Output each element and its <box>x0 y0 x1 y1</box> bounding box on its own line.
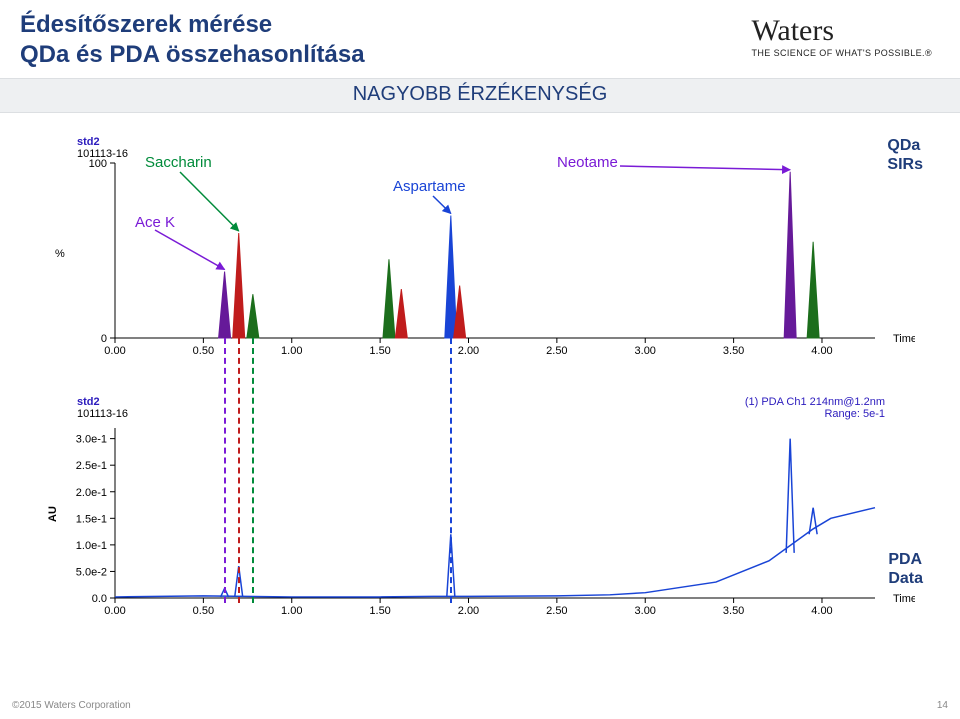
subtitle-band: NAGYOBB ÉRZÉKENYSÉG <box>0 78 960 113</box>
pda-chromatogram: 0.00 0.50 1.00 1.50 2.00 2.50 3.00 3.50 4.00 Time… <box>45 398 915 628</box>
svg-text:1.50: 1.50 <box>369 605 390 617</box>
label-acek: Ace K <box>135 214 175 231</box>
title-line1: Édesítőszerek mérése <box>20 11 272 38</box>
svg-text:2.00: 2.00 <box>458 345 479 357</box>
correlation-dash <box>224 338 226 603</box>
svg-text:3.0e-1: 3.0e-1 <box>76 434 107 446</box>
correlation-dash <box>252 338 254 603</box>
svg-text:2.50: 2.50 <box>546 345 567 357</box>
svg-text:1.0e-1: 1.0e-1 <box>76 540 107 552</box>
copyright-text: ©2015 Waters Corporation <box>12 700 131 711</box>
svg-text:4.00: 4.00 <box>811 345 832 357</box>
svg-text:2.0e-1: 2.0e-1 <box>76 487 107 499</box>
svg-text:0: 0 <box>101 333 107 345</box>
svg-text:4.00: 4.00 <box>811 605 832 617</box>
svg-text:Time: Time <box>893 593 915 605</box>
svg-text:2.00: 2.00 <box>458 605 479 617</box>
waters-logo: Waters THE SCIENCE OF WHAT'S POSSIBLE.® <box>751 14 932 58</box>
svg-text:0.00: 0.00 <box>104 605 125 617</box>
svg-text:1.50: 1.50 <box>369 345 390 357</box>
svg-text:2.5e-1: 2.5e-1 <box>76 460 107 472</box>
slide-footer: ©2015 Waters Corporation 14 <box>12 700 948 711</box>
correlation-dash <box>450 338 452 603</box>
logo-wordmark: Waters <box>751 14 932 48</box>
svg-text:0.0: 0.0 <box>92 593 107 605</box>
svg-text:3.00: 3.00 <box>635 605 656 617</box>
label-aspartame: Aspartame <box>393 178 466 195</box>
slide-subtitle: NAGYOBB ÉRZÉKENYSÉG <box>353 83 608 105</box>
svg-text:5.0e-2: 5.0e-2 <box>76 566 107 578</box>
label-saccharin: Saccharin <box>145 154 212 171</box>
qda-chromatogram: 0.00 0.50 1.00 1.50 2.00 2.50 3.00 3.50 4.00 Time… <box>45 138 915 368</box>
label-neotame: Neotame <box>557 154 618 171</box>
svg-text:3.00: 3.00 <box>635 345 656 357</box>
svg-text:100: 100 <box>89 158 107 170</box>
svg-text:1.00: 1.00 <box>281 345 302 357</box>
logo-tagline: THE SCIENCE OF WHAT'S POSSIBLE.® <box>751 48 932 58</box>
page-number: 14 <box>937 700 948 711</box>
chart-area: std2 101113-16 % QDa SIRs 0.000.501.001.… <box>45 138 915 658</box>
title-line2: QDa és PDA összehasonlítása <box>20 41 365 68</box>
slide-header: Édesítőszerek mérése QDa és PDA összehas… <box>0 0 960 120</box>
svg-text:2.50: 2.50 <box>546 605 567 617</box>
svg-text:0.00: 0.00 <box>104 345 125 357</box>
svg-text:1.00: 1.00 <box>281 605 302 617</box>
correlation-dash <box>238 338 240 603</box>
svg-text:0.50: 0.50 <box>193 605 214 617</box>
svg-text:0.50: 0.50 <box>193 345 214 357</box>
svg-text:3.50: 3.50 <box>723 345 744 357</box>
svg-text:Time: Time <box>893 333 915 345</box>
svg-text:3.50: 3.50 <box>723 605 744 617</box>
svg-text:1.5e-1: 1.5e-1 <box>76 513 107 525</box>
